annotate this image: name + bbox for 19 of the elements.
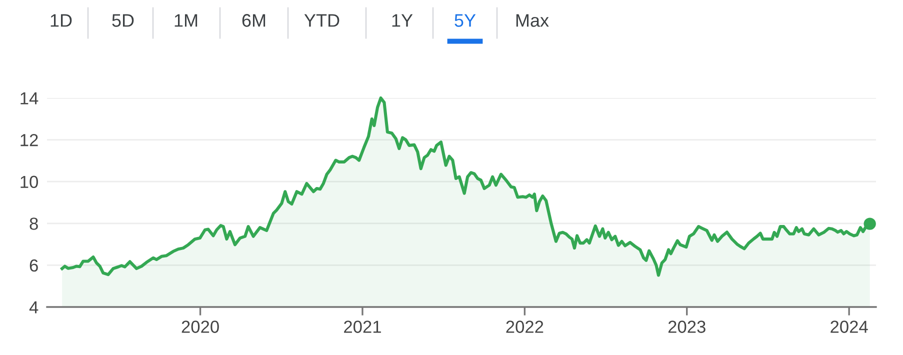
text: 1Y: [392, 14, 413, 27]
x-tick-label: 2024: [830, 320, 868, 333]
text: 5D: [112, 14, 134, 27]
x-tick-label: 2022: [506, 320, 544, 333]
y-tick-label: 4: [29, 301, 38, 314]
y-tick-label: 12: [20, 134, 38, 146]
y-tick-label: 6: [30, 259, 38, 272]
text: 5Y: [454, 14, 476, 27]
text: Max: [516, 14, 549, 27]
text: 6M: [242, 14, 266, 27]
y-tick-label: 10: [20, 176, 38, 188]
y-tick-label: 14: [20, 92, 38, 104]
text: 1M: [174, 14, 198, 27]
x-tick-label: 2021: [344, 320, 381, 333]
x-tick-label: 2020: [182, 320, 219, 333]
x-tick-label: 2023: [668, 320, 706, 333]
text: 1D: [50, 14, 72, 27]
y-tick-label: 8: [30, 218, 38, 230]
text: YTD: [304, 14, 340, 27]
